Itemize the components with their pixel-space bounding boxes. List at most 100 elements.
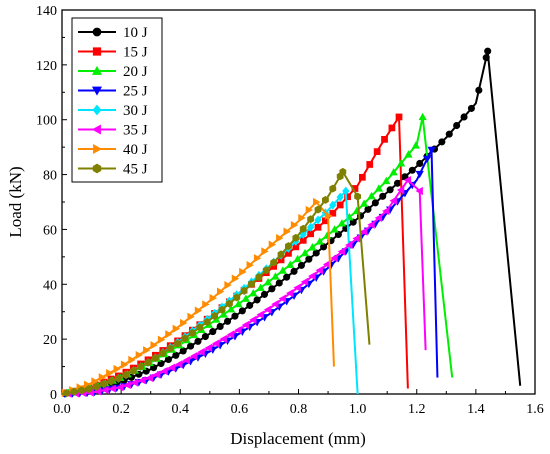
data-point (324, 211, 333, 220)
legend-label: 35 J (123, 123, 148, 139)
data-point (187, 312, 195, 321)
data-point (91, 377, 99, 386)
y-tick-label: 80 (43, 169, 57, 184)
data-point (321, 196, 329, 204)
data-point (360, 199, 369, 207)
data-point (196, 323, 204, 332)
data-point (271, 272, 280, 280)
data-point (364, 205, 372, 213)
legend-item: 45 J (78, 162, 148, 178)
data-point (116, 383, 124, 392)
legend-label: 20 J (123, 64, 148, 80)
data-point (300, 248, 310, 257)
data-point (396, 159, 406, 167)
data-point (129, 366, 137, 375)
data-point (381, 136, 388, 143)
data-point (396, 185, 405, 195)
data-point (358, 173, 366, 181)
data-point (203, 317, 211, 326)
data-point (262, 266, 270, 275)
data-point (305, 255, 313, 263)
data-point (367, 220, 375, 229)
x-tick-label: 0.6 (231, 402, 249, 417)
data-point (152, 370, 161, 379)
data-point (366, 161, 374, 168)
data-point (231, 312, 239, 320)
y-tick-label: 0 (50, 388, 57, 403)
data-point (386, 186, 394, 194)
y-tick-label: 60 (43, 223, 57, 238)
data-point (277, 250, 285, 259)
data-point (91, 65, 103, 75)
data-point (85, 385, 93, 393)
data-point (201, 332, 209, 341)
data-point (278, 266, 287, 274)
data-point (283, 227, 291, 236)
data-point (211, 312, 218, 320)
data-point (418, 112, 427, 121)
data-point (315, 237, 324, 245)
data-point (249, 288, 258, 297)
data-point (415, 170, 424, 179)
data-point (108, 384, 117, 393)
x-tick-label: 1.4 (467, 402, 485, 417)
data-point (268, 285, 276, 293)
data-point (382, 206, 390, 216)
data-point (276, 234, 284, 243)
data-point (157, 335, 166, 344)
data-point (408, 166, 416, 174)
legend-label: 10 J (123, 25, 148, 41)
data-point (212, 339, 220, 348)
legend-item: 15 J (78, 45, 148, 61)
data-point (314, 223, 322, 231)
data-point (312, 249, 320, 257)
data-point (120, 360, 129, 369)
data-point (416, 159, 424, 168)
data-point (92, 163, 102, 174)
legend-item: 25 J (78, 84, 148, 100)
data-point (219, 310, 228, 318)
series-25j (60, 146, 439, 399)
data-point (204, 343, 213, 352)
data-point (270, 258, 278, 267)
x-axis-title: Displacement (mm) (230, 429, 366, 448)
y-axis-title: Load (kN) (6, 166, 25, 237)
data-point (226, 330, 235, 339)
legend-label: 45 J (123, 162, 148, 178)
data-point (329, 200, 337, 210)
data-point (92, 104, 102, 116)
data-point (194, 306, 203, 315)
data-point (216, 322, 224, 330)
data-point (209, 294, 217, 303)
x-tick-label: 0.4 (172, 402, 190, 417)
data-point (300, 277, 309, 287)
data-point (137, 362, 145, 371)
data-point (233, 293, 241, 302)
x-tick-label: 0.0 (53, 402, 71, 417)
data-point (256, 283, 265, 291)
x-tick-label: 1.6 (526, 402, 544, 417)
data-point (107, 377, 115, 386)
data-point (308, 243, 317, 251)
data-point (113, 364, 121, 374)
data-point (260, 290, 269, 298)
data-point (290, 220, 299, 230)
data-point (374, 213, 383, 223)
data-point (202, 300, 210, 309)
data-point (226, 305, 236, 313)
data-point (271, 300, 279, 309)
data-point (218, 305, 226, 314)
data-point (263, 305, 272, 314)
data-point (130, 378, 139, 387)
data-point (143, 346, 151, 355)
legend: 10 J 15 J 20 J 25 J 30 J 35 J 40 J 45 J (71, 17, 163, 183)
data-point (166, 344, 174, 353)
data-point (135, 350, 144, 360)
data-point (329, 209, 337, 217)
data-point (115, 374, 122, 383)
data-point (187, 342, 195, 350)
data-point (359, 227, 368, 236)
data-point (234, 299, 243, 308)
data-point (241, 320, 250, 330)
data-point (239, 267, 247, 277)
